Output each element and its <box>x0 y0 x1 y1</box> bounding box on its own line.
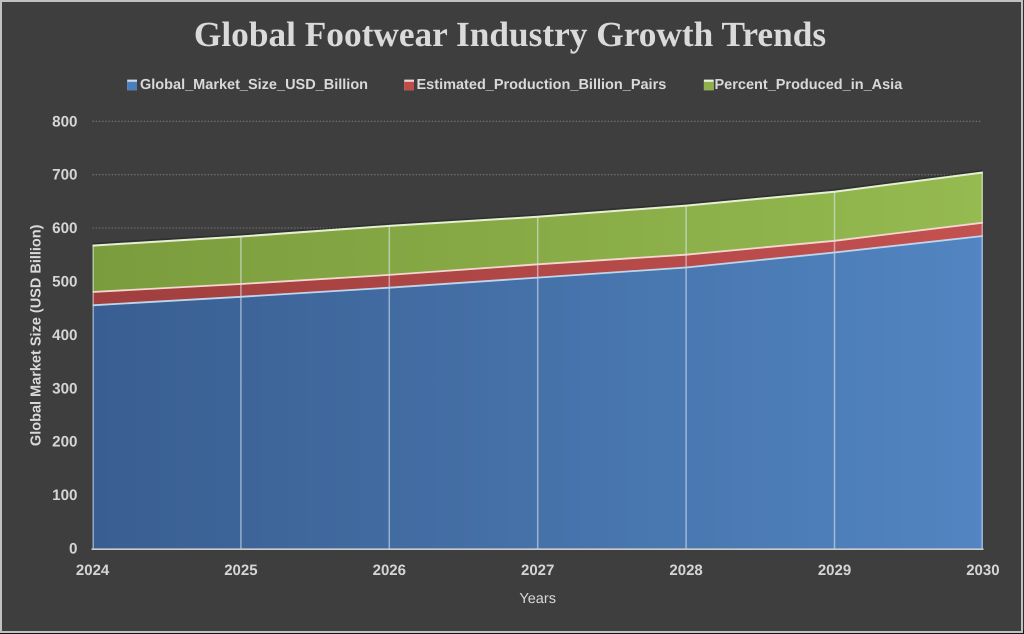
svg-text:2028: 2028 <box>669 562 702 579</box>
svg-text:Global Market Size (USD Billio: Global Market Size (USD Billion) <box>29 224 45 446</box>
svg-text:0: 0 <box>69 541 77 558</box>
svg-text:2027: 2027 <box>521 562 554 579</box>
svg-text:2026: 2026 <box>373 562 406 579</box>
svg-text:100: 100 <box>52 487 77 504</box>
svg-text:500: 500 <box>52 274 77 291</box>
svg-text:700: 700 <box>52 167 77 184</box>
svg-text:Estimated_Production_Billion_P: Estimated_Production_Billion_Pairs <box>417 77 667 93</box>
svg-text:2024: 2024 <box>76 562 110 579</box>
svg-text:Global Footwear Industry Growt: Global Footwear Industry Growth Trends <box>194 15 826 54</box>
svg-text:2025: 2025 <box>224 562 257 579</box>
svg-text:2030: 2030 <box>966 562 999 579</box>
svg-text:Percent_Produced_in_Asia: Percent_Produced_in_Asia <box>715 77 904 93</box>
svg-text:Years: Years <box>519 591 556 607</box>
svg-text:2029: 2029 <box>818 562 851 579</box>
svg-text:300: 300 <box>52 380 77 397</box>
svg-text:800: 800 <box>52 113 77 130</box>
svg-text:600: 600 <box>52 220 77 237</box>
svg-text:200: 200 <box>52 434 77 451</box>
svg-text:Global_Market_Size_USD_Billion: Global_Market_Size_USD_Billion <box>140 77 368 93</box>
svg-text:400: 400 <box>52 327 77 344</box>
